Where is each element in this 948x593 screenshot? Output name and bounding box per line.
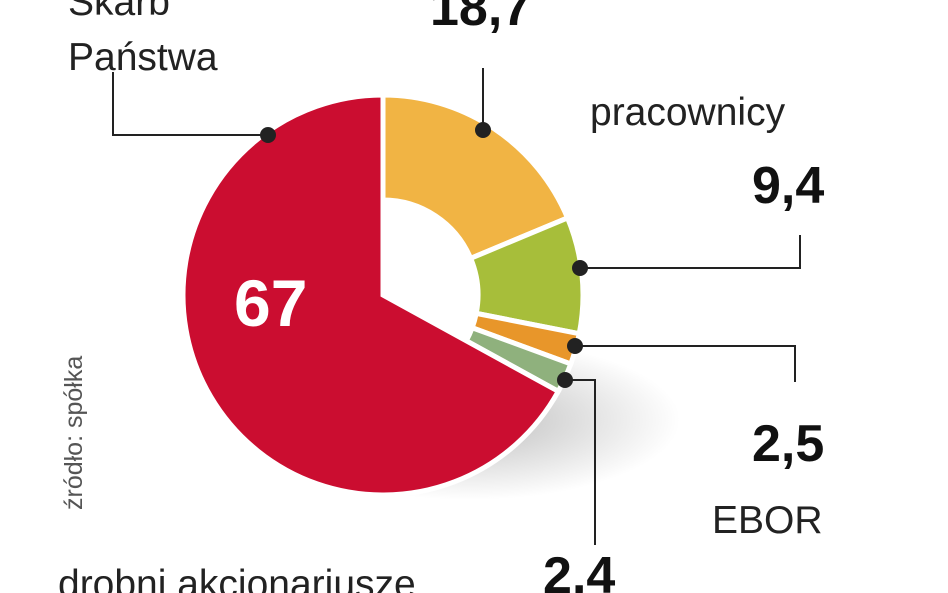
leader-dot — [475, 122, 491, 138]
category-label: EBOR — [712, 499, 823, 542]
leader-dot — [260, 127, 276, 143]
source-note: źródło: spółka — [60, 356, 88, 510]
leader-line — [575, 345, 796, 382]
leader-line — [565, 379, 596, 545]
leader-line — [112, 72, 268, 136]
value-label: 18,7 — [430, 0, 532, 37]
pie-slice — [380, 92, 571, 262]
category-label: Skarb Państwa — [68, 0, 218, 79]
leader-dot — [557, 372, 573, 388]
leader-dot — [572, 260, 588, 276]
category-label: drobni akcjonariusze — [58, 563, 416, 593]
value-label: 9,4 — [752, 157, 825, 215]
category-label: pracownicy — [590, 91, 786, 134]
value-label: 67 — [234, 266, 308, 340]
leader-dots — [260, 122, 588, 388]
value-label: 2,4 — [543, 547, 616, 593]
pie-slice — [467, 214, 586, 337]
value-label: 2,5 — [752, 415, 825, 473]
leader-dot — [567, 338, 583, 354]
leader-line — [580, 235, 801, 269]
leaders — [112, 68, 801, 545]
